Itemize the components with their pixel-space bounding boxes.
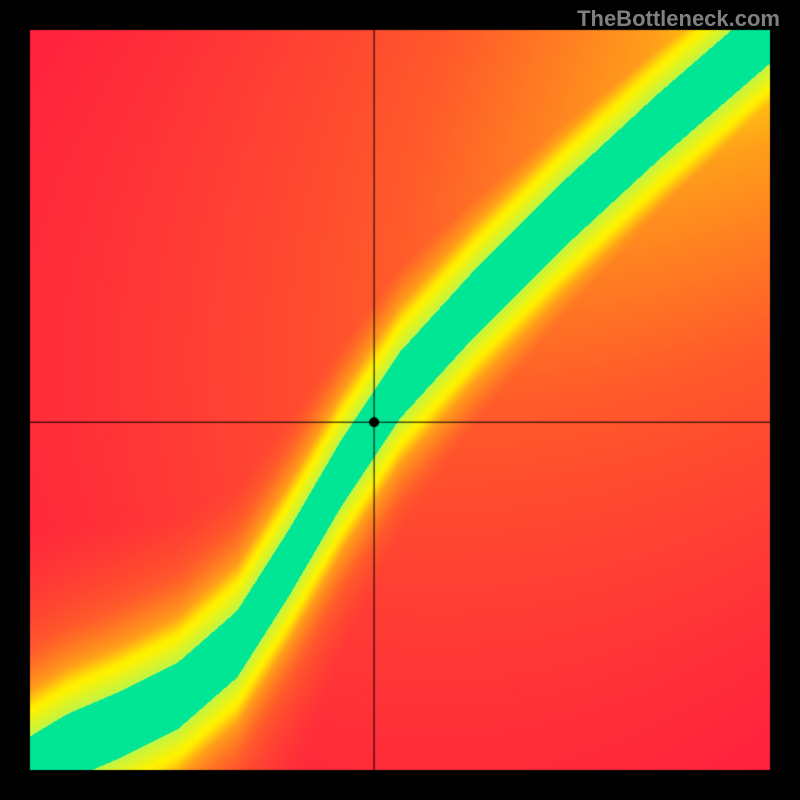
bottleneck-heatmap — [0, 0, 800, 800]
watermark-text: TheBottleneck.com — [577, 6, 780, 32]
chart-container: TheBottleneck.com — [0, 0, 800, 800]
